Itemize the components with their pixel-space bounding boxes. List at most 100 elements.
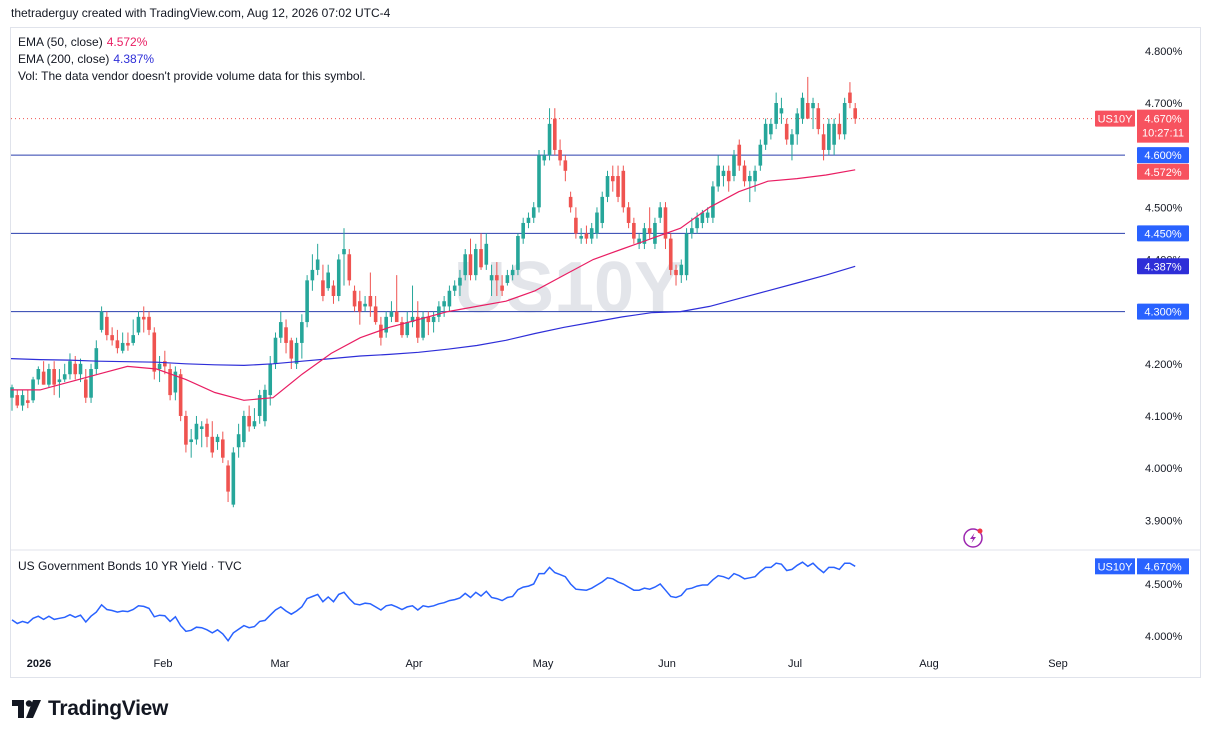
candle [716, 155, 720, 192]
symbol-badge-bg [1095, 110, 1135, 127]
candle [832, 118, 836, 156]
candle-body [832, 123, 836, 145]
candle [26, 389, 30, 409]
candle-body [289, 340, 294, 359]
level-badge-3[interactable]: 4.300% [1137, 303, 1189, 320]
candle-body [516, 236, 520, 270]
candle [521, 217, 525, 244]
candle-body [447, 290, 452, 307]
candle [47, 363, 51, 388]
candle-body [157, 363, 162, 370]
candle [605, 170, 610, 203]
lower-symbol-badge[interactable]: US10Y [1095, 558, 1135, 575]
candle-body [674, 269, 678, 276]
candle [774, 92, 778, 130]
candle [748, 170, 752, 203]
ema200-line[interactable] [10, 265, 856, 367]
candle-body [716, 165, 720, 187]
lower-pane-line[interactable] [11, 561, 856, 642]
tradingview-logo[interactable]: TradingView [12, 697, 168, 721]
watermark: US10Y [454, 248, 682, 328]
ema50-badge[interactable]: 4.572% [1137, 163, 1189, 180]
lower-last-badge[interactable]: 4.670% [1137, 558, 1189, 575]
level-badge-2[interactable]: 4.450% [1137, 225, 1189, 242]
candle [705, 207, 710, 223]
candle-body [558, 149, 562, 161]
candle [184, 410, 188, 453]
candle-body [184, 415, 188, 445]
candle [68, 353, 72, 380]
candle-body [342, 249, 346, 255]
level-badge-1[interactable]: 4.600% [1137, 147, 1189, 164]
candle-body [653, 222, 657, 244]
candle-body [426, 316, 431, 323]
candle [136, 311, 141, 336]
tradingview-wordmark: TradingView [48, 697, 169, 720]
candle-body [779, 108, 784, 114]
candle [310, 254, 315, 291]
candle [505, 269, 510, 286]
candle-body [315, 259, 320, 270]
candle-body [616, 176, 620, 197]
candle-body [848, 92, 852, 103]
candle [326, 264, 330, 291]
candle [389, 301, 394, 323]
candle-body [247, 415, 251, 427]
candle-body [221, 439, 225, 458]
candle-body [795, 113, 800, 135]
candle-body [10, 387, 14, 398]
candle [563, 155, 568, 182]
candle-body [695, 217, 699, 229]
candle [226, 460, 230, 503]
lightning-icon[interactable] [963, 528, 983, 548]
candle [726, 165, 731, 192]
candle-body [542, 155, 547, 161]
last-price-badge[interactable]: 4.670% 10:27:11 [1137, 109, 1189, 143]
price-tick-label: 4.700% [1145, 98, 1183, 110]
candle [568, 191, 573, 213]
candle-body [452, 285, 457, 291]
candle-body [373, 306, 378, 323]
candle-body [800, 97, 805, 119]
candle-body [842, 103, 847, 135]
candle-body [231, 452, 236, 505]
candle [36, 366, 41, 385]
candle-body [431, 316, 436, 323]
candle [321, 264, 325, 302]
candle-body [711, 186, 715, 218]
candle-body [790, 134, 794, 145]
price-tick-label: 4.000% [1145, 463, 1183, 475]
candle-body [268, 363, 273, 396]
candle-body [363, 303, 367, 307]
candle [20, 389, 25, 411]
ema200-badge[interactable]: 4.387% [1137, 258, 1189, 275]
candle-body [300, 322, 304, 343]
candle [853, 103, 857, 124]
legend-ema50-value: 4.572% [106, 35, 148, 49]
candle-body [215, 436, 220, 443]
legend-ema50-label: EMA (50, close) [18, 35, 103, 49]
candle [668, 233, 673, 276]
candle-body [415, 316, 420, 338]
lower-pane-title[interactable]: US Government Bonds 10 YR Yield · TVC [18, 559, 242, 573]
candle-body [173, 371, 178, 393]
candle-body [389, 311, 394, 317]
candle [816, 103, 821, 135]
candle [458, 269, 462, 296]
legend-ema200[interactable]: EMA (200, close) 4.387% [18, 52, 154, 66]
candle [721, 165, 726, 187]
candle-body [205, 423, 209, 437]
candle [473, 243, 478, 281]
candle-body [152, 332, 157, 372]
lower-pane-tick-label: 4.000% [1145, 631, 1183, 643]
symbol-badge[interactable]: US10Y [1095, 110, 1135, 127]
candle-body [15, 395, 20, 406]
ema50-line[interactable] [11, 169, 856, 401]
candle-body [579, 236, 583, 239]
candle-body [189, 439, 193, 443]
candle [78, 358, 83, 383]
legend-ema50[interactable]: EMA (50, close) 4.572% [18, 35, 147, 49]
candle-body [705, 212, 710, 218]
candle-body [721, 170, 726, 177]
